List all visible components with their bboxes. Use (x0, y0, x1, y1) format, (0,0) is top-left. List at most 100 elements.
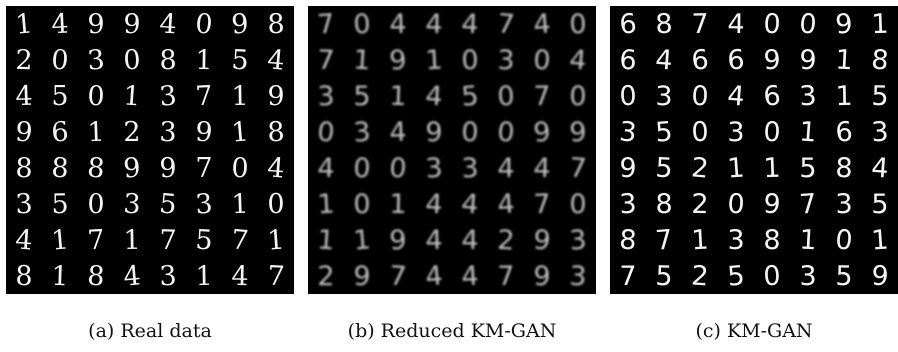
digit-cell: 3 (727, 224, 745, 256)
digit-cell: 1 (50, 260, 70, 292)
digit-cell: 7 (497, 260, 515, 292)
digit-cell: 4 (50, 8, 70, 40)
digit-cell: 9 (425, 116, 443, 148)
digit-cell: 0 (230, 152, 250, 184)
digit-cell: 0 (353, 188, 371, 220)
digit-cell: 2 (690, 151, 710, 185)
digit-cell: 9 (352, 260, 372, 292)
digit-cell: 3 (568, 223, 588, 257)
digit-cell: 4 (461, 224, 479, 256)
digit-cell: 2 (14, 44, 34, 76)
digit-cell: 2 (691, 188, 709, 220)
digit-cell: 4 (266, 151, 286, 185)
digit-cell: 0 (388, 151, 408, 185)
digit-cell: 4 (496, 187, 516, 221)
digit-cell: 3 (158, 79, 178, 113)
caption-real-data: (a) Real data (88, 320, 212, 342)
digit-cell: 3 (158, 116, 178, 148)
digit-cell: 0 (352, 8, 372, 40)
caption-km-gan: (c) KM-GAN (695, 320, 813, 342)
digit-cell: 8 (763, 224, 781, 256)
digit-cell: 0 (690, 116, 710, 148)
digit-cell: 4 (14, 223, 34, 257)
digit-cell: 1 (835, 80, 853, 112)
digit-cell: 0 (496, 115, 516, 149)
digit-cell: 1 (352, 223, 372, 257)
digit-cell: 9 (799, 44, 817, 76)
digit-cell: 5 (726, 259, 746, 293)
digit-cell: 7 (195, 152, 213, 184)
digit-cell: 9 (870, 260, 890, 292)
digit-cell: 5 (51, 188, 69, 220)
digit-cell: 9 (230, 7, 250, 41)
digit-cell: 2 (690, 259, 710, 293)
digit-cell: 1 (352, 43, 372, 77)
digit-cell: 7 (388, 259, 408, 293)
digit-cell: 7 (798, 187, 818, 221)
digit-cell: 0 (762, 8, 782, 40)
digit-cell: 3 (834, 188, 854, 220)
digit-cell: 4 (460, 8, 480, 40)
digit-cell: 8 (654, 8, 674, 40)
digit-cell: 7 (619, 260, 637, 292)
digit-cell: 4 (497, 152, 515, 184)
digit-cell: 3 (424, 151, 444, 185)
digit-cell: 7 (533, 80, 551, 112)
digit-cell: 9 (87, 8, 105, 40)
digit-cell: 9 (532, 223, 552, 257)
digit-cell: 9 (762, 187, 782, 221)
digit-cell: 3 (618, 188, 638, 220)
digit-cell: 8 (86, 259, 106, 293)
digit-cell: 0 (834, 223, 854, 257)
digit-cell: 9 (123, 8, 141, 40)
digit-cell: 0 (568, 8, 588, 40)
digit-cell: 1 (388, 80, 408, 112)
digit-cell: 0 (496, 80, 516, 112)
digit-cell: 4 (388, 116, 408, 148)
digit-cell: 3 (122, 188, 142, 220)
digit-cell: 1 (316, 223, 336, 257)
digit-cell: 4 (266, 43, 286, 77)
digit-cell: 3 (86, 43, 106, 77)
digit-cell: 5 (654, 260, 674, 292)
digit-cell: 3 (14, 188, 34, 220)
digit-cell: 4 (425, 224, 443, 256)
digit-cell: 4 (532, 7, 552, 41)
digit-cell: 8 (618, 223, 638, 257)
digit-cell: 6 (618, 44, 638, 76)
digit-cell: 8 (266, 8, 286, 40)
digit-cell: 0 (316, 115, 336, 149)
digit-cell: 4 (460, 260, 480, 292)
digit-cell: 6 (726, 44, 746, 76)
digit-cell: 8 (834, 152, 854, 184)
digit-cell: 5 (194, 224, 214, 256)
digit-cell: 9 (122, 151, 142, 185)
digit-cell: 3 (799, 260, 817, 292)
digit-cell: 0 (50, 43, 70, 77)
digit-cell: 1 (798, 224, 818, 256)
digit-cell: 0 (762, 116, 782, 148)
digit-cell: 0 (461, 44, 479, 76)
digit-cell: 1 (230, 115, 250, 149)
digit-cell: 3 (618, 115, 638, 149)
digit-cell: 1 (230, 188, 250, 220)
digit-cell: 3 (194, 187, 214, 221)
digit-cell: 8 (86, 151, 106, 185)
digit-cell: 7 (86, 224, 106, 256)
digit-cell: 4 (568, 43, 588, 77)
digit-cell: 9 (388, 224, 408, 256)
digit-cell: 0 (267, 188, 285, 220)
digit-cell: 4 (425, 8, 443, 40)
digit-cell: 4 (424, 259, 444, 293)
digit-cell: 1 (870, 8, 890, 40)
digit-cell: 4 (122, 259, 142, 293)
digit-cell: 4 (532, 152, 552, 184)
digit-cell: 0 (569, 80, 587, 112)
digit-cell: 1 (195, 44, 213, 76)
digit-cell: 5 (230, 44, 250, 76)
digit-cell: 4 (231, 260, 249, 292)
digit-cell: 7 (316, 7, 336, 41)
digit-cell: 6 (50, 115, 70, 149)
